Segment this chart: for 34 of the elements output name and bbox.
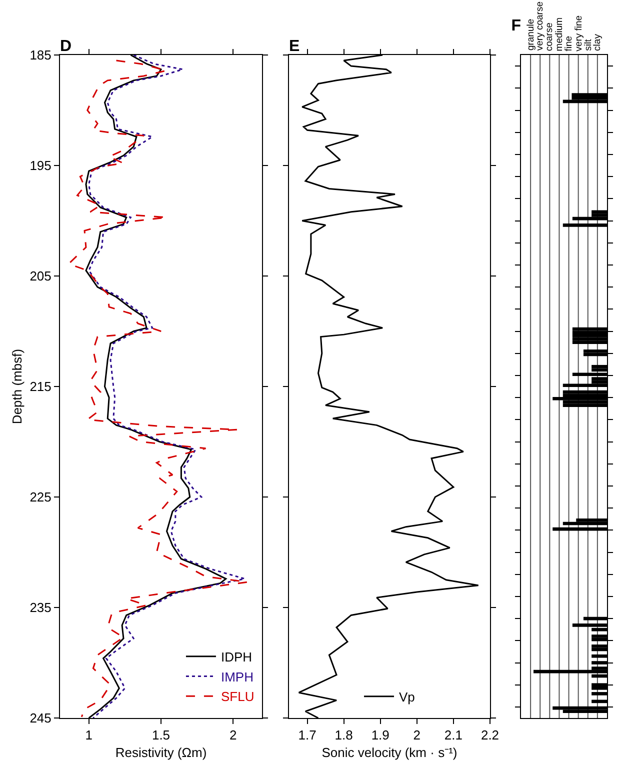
y-axis-title: Depth (mbsf) xyxy=(10,348,25,424)
legend-label: SFLU xyxy=(220,689,254,704)
text: very coarse xyxy=(534,2,546,51)
x-tick-label: 2.1 xyxy=(444,728,462,743)
x-axis-title: Sonic velocity (km · s⁻¹) xyxy=(322,745,458,760)
x-tick-label: 1.5 xyxy=(152,728,170,743)
x-tick-label: 2.2 xyxy=(480,728,500,743)
text: fine xyxy=(563,36,574,52)
y-tick-label: 195 xyxy=(30,158,52,174)
x-tick-label: 1.7 xyxy=(298,728,316,743)
chart-title: D xyxy=(60,38,72,55)
x-axis-title: Resistivity (Ωm) xyxy=(115,745,207,760)
y-tick-label: 245 xyxy=(30,710,52,726)
chart-title: E xyxy=(289,38,300,55)
x-tick-label: 1.8 xyxy=(334,728,353,743)
y-tick-label: 225 xyxy=(30,490,52,505)
x-tick-label: 1.9 xyxy=(371,728,390,743)
text: granule xyxy=(526,18,537,51)
text: coarse xyxy=(544,22,556,52)
x-tick-label: 2 xyxy=(413,728,421,743)
y-tick-label: 215 xyxy=(30,379,52,394)
text: silt xyxy=(582,38,594,51)
legend-label: Vp xyxy=(399,689,415,704)
y-tick-label: 205 xyxy=(30,268,52,284)
chart-title: F xyxy=(511,18,522,35)
y-tick-label: 235 xyxy=(30,600,52,616)
legend-label: IMPH xyxy=(220,669,254,684)
legend-label: IDPH xyxy=(220,649,252,664)
text: clay xyxy=(592,34,603,51)
y-tick-label: 185 xyxy=(30,48,52,63)
text: very fine xyxy=(573,15,584,52)
x-tick-label: 2 xyxy=(230,728,237,743)
x-tick-label: 1 xyxy=(85,728,92,743)
text: medium xyxy=(554,17,566,52)
